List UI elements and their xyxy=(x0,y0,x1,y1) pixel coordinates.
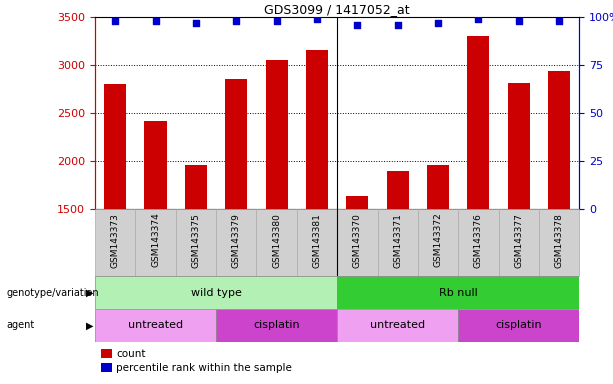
Bar xyxy=(185,165,207,209)
Bar xyxy=(498,209,539,276)
Text: GSM143379: GSM143379 xyxy=(232,213,241,268)
Point xyxy=(393,22,403,28)
Bar xyxy=(337,276,579,309)
Text: ▶: ▶ xyxy=(86,320,94,331)
Point xyxy=(151,18,161,24)
Text: GSM143381: GSM143381 xyxy=(313,213,321,268)
Point xyxy=(272,18,281,24)
Point xyxy=(433,20,443,26)
Text: GSM143378: GSM143378 xyxy=(555,213,563,268)
Bar xyxy=(337,309,458,342)
Point xyxy=(554,18,564,24)
Point xyxy=(110,18,120,24)
Text: genotype/variation: genotype/variation xyxy=(6,288,99,298)
Text: agent: agent xyxy=(6,320,34,331)
Bar xyxy=(265,61,287,209)
Text: Rb null: Rb null xyxy=(439,288,478,298)
Point xyxy=(231,18,241,24)
Bar xyxy=(256,209,297,276)
Bar xyxy=(95,309,216,342)
Bar xyxy=(467,36,490,209)
Text: cisplatin: cisplatin xyxy=(253,320,300,331)
Bar xyxy=(95,276,337,309)
Bar xyxy=(508,83,530,209)
Text: GSM143374: GSM143374 xyxy=(151,213,160,267)
Bar xyxy=(216,209,256,276)
Bar xyxy=(458,209,498,276)
Bar xyxy=(297,209,337,276)
Text: GSM143370: GSM143370 xyxy=(353,213,362,268)
Point xyxy=(312,16,322,22)
Text: GSM143380: GSM143380 xyxy=(272,213,281,268)
Bar xyxy=(427,165,449,209)
Text: count: count xyxy=(116,349,146,359)
Bar xyxy=(216,309,337,342)
Bar xyxy=(104,84,126,209)
Text: percentile rank within the sample: percentile rank within the sample xyxy=(116,363,292,373)
Text: wild type: wild type xyxy=(191,288,242,298)
Text: untreated: untreated xyxy=(128,320,183,331)
Text: GSM143377: GSM143377 xyxy=(514,213,524,268)
Text: ▶: ▶ xyxy=(86,288,94,298)
Bar xyxy=(418,209,459,276)
Text: untreated: untreated xyxy=(370,320,425,331)
Bar xyxy=(539,209,579,276)
Bar xyxy=(458,309,579,342)
Text: GSM143373: GSM143373 xyxy=(111,213,120,268)
Bar xyxy=(378,209,418,276)
Point xyxy=(514,18,524,24)
Bar xyxy=(548,71,570,209)
Bar xyxy=(145,121,167,209)
Bar xyxy=(95,209,135,276)
Text: GSM143376: GSM143376 xyxy=(474,213,483,268)
Bar xyxy=(346,196,368,209)
Point xyxy=(352,22,362,28)
Bar xyxy=(135,209,176,276)
Title: GDS3099 / 1417052_at: GDS3099 / 1417052_at xyxy=(264,3,410,16)
Bar xyxy=(176,209,216,276)
Bar xyxy=(387,171,409,209)
Bar xyxy=(337,209,378,276)
Text: cisplatin: cisplatin xyxy=(495,320,542,331)
Bar xyxy=(225,79,248,209)
Text: GSM143372: GSM143372 xyxy=(433,213,443,267)
Point xyxy=(191,20,201,26)
Text: GSM143371: GSM143371 xyxy=(393,213,402,268)
Point xyxy=(473,16,483,22)
Bar xyxy=(306,50,328,209)
Text: GSM143375: GSM143375 xyxy=(191,213,200,268)
